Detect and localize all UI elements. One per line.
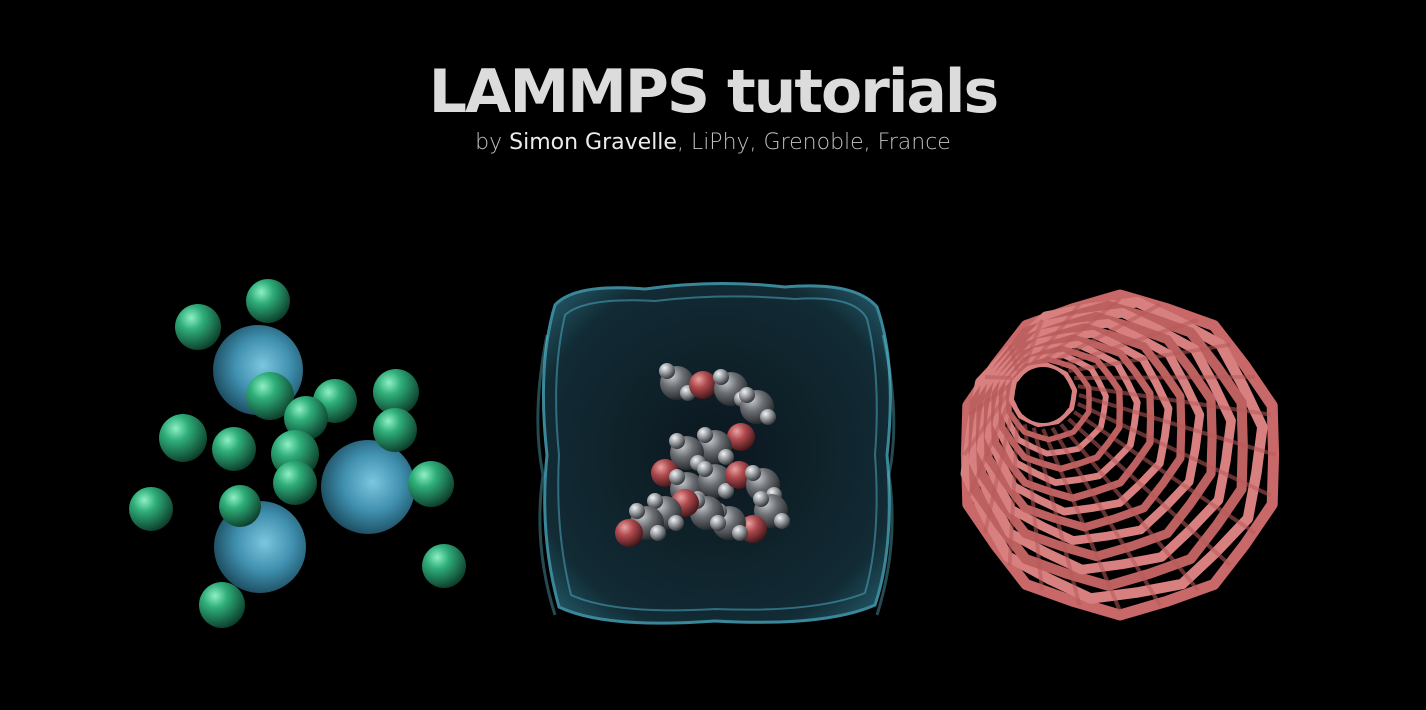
- small-sphere: [129, 487, 173, 531]
- hydrogen-atom: [753, 491, 769, 507]
- water-box-polymer-illustration: [536, 281, 896, 625]
- small-sphere: [408, 461, 454, 507]
- nanotube-opening: [1015, 367, 1071, 423]
- nanotube-bond: [962, 393, 1009, 457]
- nanotube-bond: [967, 403, 1011, 497]
- small-sphere: [199, 582, 245, 628]
- small-sphere: [246, 279, 290, 323]
- subtitle-affiliation: , LiPhy, Grenoble, France: [676, 130, 951, 155]
- nanotube-bond: [1059, 423, 1200, 592]
- subtitle-prefix: by: [475, 130, 510, 155]
- small-sphere: [175, 304, 221, 350]
- small-sphere: [273, 461, 317, 505]
- author-link[interactable]: Simon Gravelle: [509, 130, 677, 155]
- nanotube-bond: [1023, 319, 1044, 367]
- nanotube-bond: [984, 375, 1012, 380]
- oxygen-atom: [727, 423, 755, 451]
- hydrogen-atom: [647, 493, 663, 509]
- hydrogen-atom: [718, 483, 734, 499]
- small-sphere: [422, 544, 466, 588]
- nanotube-bond: [1007, 344, 1020, 372]
- nanotube-bond: [1051, 302, 1162, 364]
- hydrogen-atom: [697, 427, 713, 443]
- small-sphere: [159, 414, 207, 462]
- carbon-nanotube-illustration: [960, 289, 1280, 621]
- small-sphere: [212, 427, 256, 471]
- hydrogen-atom: [669, 433, 685, 449]
- page-subtitle: by Simon Gravelle, LiPhy, Grenoble, Fran…: [0, 129, 1426, 157]
- nanotube-ring: [1008, 362, 1078, 428]
- nanotube-bond: [1041, 297, 1122, 363]
- nanotube-bond: [1077, 384, 1271, 417]
- large-sphere: [321, 440, 415, 534]
- hydrogen-atom: [774, 513, 790, 529]
- small-sphere: [284, 396, 328, 440]
- hydrogen-atom: [760, 409, 776, 425]
- nanotube-bond: [982, 411, 1014, 534]
- hydrogen-atom: [745, 465, 761, 481]
- hydrogen-atom: [732, 525, 748, 541]
- small-sphere: [246, 372, 294, 420]
- nanotube-bond: [1078, 393, 1277, 457]
- small-sphere: [219, 485, 261, 527]
- nanotube-bond: [1032, 303, 1082, 364]
- nanotube-bond: [1023, 424, 1044, 591]
- nanotube-bond: [1007, 418, 1020, 566]
- nanotube-bond: [1076, 401, 1272, 498]
- nanotube-bond: [1074, 375, 1256, 380]
- nanotube-bond: [1067, 417, 1232, 567]
- nanotube-bond: [1068, 342, 1231, 373]
- nanotube-bond: [1031, 427, 1082, 607]
- hydrogen-atom: [739, 387, 755, 403]
- oxygen-atom: [725, 461, 753, 489]
- hydrogen-atom: [718, 449, 734, 465]
- hydrogen-atom: [659, 363, 675, 379]
- nanotube-bond: [968, 384, 1010, 417]
- hydrogen-atom: [697, 461, 713, 477]
- oxygen-atom: [615, 519, 643, 547]
- hydrogen-atom: [713, 369, 729, 385]
- small-sphere: [373, 369, 419, 415]
- nanotube-bond: [1041, 428, 1122, 612]
- hydrogen-atom: [629, 503, 645, 519]
- page-title: LAMMPS tutorials: [428, 57, 999, 127]
- binary-mixture-spheres-illustration: [129, 279, 466, 628]
- small-sphere: [373, 408, 417, 452]
- nanotube-bond: [1073, 410, 1257, 535]
- nanotube-bond: [1060, 318, 1199, 368]
- hydrogen-atom: [650, 525, 666, 541]
- hydrogen-atom: [710, 515, 726, 531]
- nanotube-bond: [1050, 426, 1163, 607]
- hydrogen-atom: [669, 469, 685, 485]
- hydrogen-atom: [668, 515, 684, 531]
- oxygen-atom: [689, 371, 717, 399]
